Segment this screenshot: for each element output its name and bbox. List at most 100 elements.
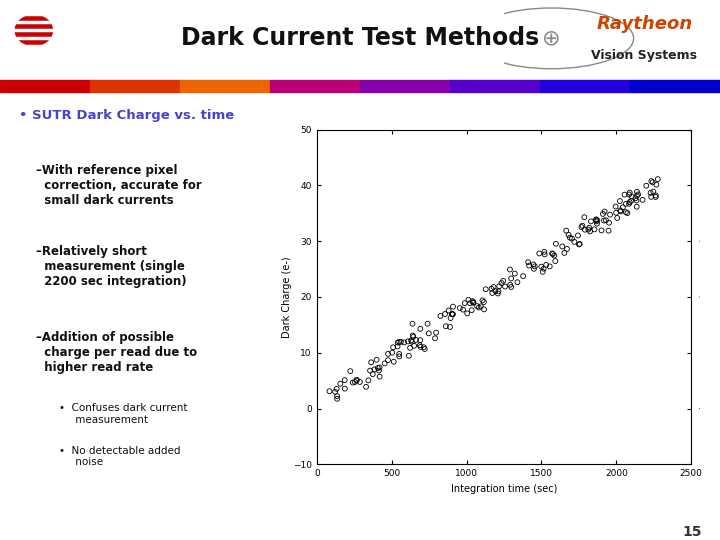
Bar xyxy=(0,80,90,92)
Point xyxy=(447,310,459,319)
Point xyxy=(393,338,405,346)
Point xyxy=(331,384,343,393)
Point xyxy=(415,325,426,333)
Point xyxy=(591,217,603,226)
Point xyxy=(457,305,469,314)
Point xyxy=(477,296,488,305)
Point xyxy=(462,309,473,318)
Point xyxy=(518,272,529,280)
Point xyxy=(598,216,610,225)
Point xyxy=(585,227,596,236)
Point xyxy=(572,231,584,240)
Point xyxy=(536,262,547,271)
Point xyxy=(549,251,560,260)
Point xyxy=(439,309,451,318)
Point xyxy=(618,190,630,199)
Point xyxy=(345,367,356,375)
Point xyxy=(645,188,657,197)
Point xyxy=(329,387,341,396)
Point xyxy=(467,299,479,307)
Text: Dark Current Test Methods: Dark Current Test Methods xyxy=(181,26,539,50)
Bar xyxy=(270,80,360,92)
Point xyxy=(478,305,490,314)
Text: • SUTR Dark Charge vs. time: • SUTR Dark Charge vs. time xyxy=(19,109,234,122)
Point xyxy=(487,282,499,291)
Point xyxy=(646,177,657,185)
Point xyxy=(647,187,659,196)
Text: –Relatively short
  measurement (single
  2200 sec integration): –Relatively short measurement (single 22… xyxy=(36,245,186,288)
Point xyxy=(496,279,508,287)
Point xyxy=(611,214,623,222)
Bar xyxy=(450,80,540,92)
Point xyxy=(429,334,441,342)
Point xyxy=(560,226,572,235)
Point xyxy=(349,377,361,386)
Point xyxy=(595,226,607,235)
Point xyxy=(590,215,602,224)
Point xyxy=(523,261,535,270)
Point xyxy=(562,245,573,253)
Point xyxy=(576,222,588,231)
Point xyxy=(650,193,662,201)
Point xyxy=(637,195,649,204)
Point xyxy=(652,175,664,184)
Point xyxy=(546,249,558,258)
Point xyxy=(591,219,603,228)
Point xyxy=(374,363,385,372)
Ellipse shape xyxy=(15,15,53,45)
Point xyxy=(523,258,534,266)
Point xyxy=(360,382,372,391)
Point xyxy=(422,319,433,328)
Point xyxy=(550,239,562,248)
Point xyxy=(539,247,550,256)
Point xyxy=(631,202,642,211)
Point xyxy=(363,376,374,384)
Point xyxy=(505,280,516,289)
Bar xyxy=(360,80,450,92)
Point xyxy=(603,218,615,227)
Point xyxy=(630,194,642,202)
Point xyxy=(414,336,426,345)
Point xyxy=(626,192,637,201)
Point xyxy=(492,287,504,296)
Point xyxy=(631,196,642,205)
Point xyxy=(650,191,662,200)
Point xyxy=(621,209,633,218)
Point xyxy=(624,199,635,208)
X-axis label: Integration time (sec): Integration time (sec) xyxy=(451,484,557,494)
Point xyxy=(592,216,603,225)
Point xyxy=(435,312,446,320)
Point xyxy=(415,342,426,351)
Point xyxy=(493,282,505,291)
Point xyxy=(487,289,498,298)
Text: •  No detectable added
     noise: • No detectable added noise xyxy=(59,446,181,468)
Point xyxy=(478,298,490,306)
Point xyxy=(447,302,459,311)
Point xyxy=(599,207,611,216)
Point xyxy=(407,319,418,328)
Point xyxy=(620,200,631,208)
Point xyxy=(472,302,483,310)
Point xyxy=(486,285,498,293)
Point xyxy=(583,224,595,232)
Point xyxy=(534,249,545,258)
Text: –Addition of possible
  charge per read due to
  higher read rate: –Addition of possible charge per read du… xyxy=(36,330,197,374)
Point xyxy=(498,276,509,285)
Point xyxy=(408,333,419,341)
Point xyxy=(405,343,416,352)
Point xyxy=(410,336,422,345)
Point xyxy=(371,355,382,364)
Point xyxy=(624,190,635,199)
Point xyxy=(388,357,400,366)
Point xyxy=(446,310,458,319)
Point xyxy=(624,188,636,197)
Point xyxy=(604,210,616,219)
Point xyxy=(407,331,418,340)
Point xyxy=(539,250,551,259)
Point xyxy=(466,306,477,314)
Point xyxy=(418,343,430,352)
Point xyxy=(632,190,644,199)
Point xyxy=(528,260,539,269)
Point xyxy=(541,261,552,269)
Point xyxy=(624,198,636,206)
